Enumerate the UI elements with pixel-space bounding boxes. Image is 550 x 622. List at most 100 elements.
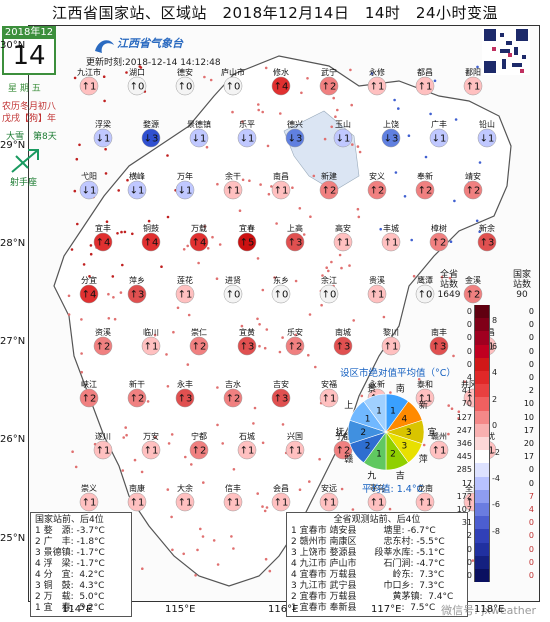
city-name: 大余 bbox=[177, 483, 193, 493]
legend-swatch bbox=[474, 318, 490, 332]
station-dot bbox=[240, 324, 244, 328]
table-row: 4 九江市 庐山市 石门涧: -4.7°C bbox=[291, 559, 445, 569]
date-month: 2018年12月 bbox=[2, 26, 56, 51]
station-dot bbox=[78, 143, 81, 147]
station-dot bbox=[312, 174, 316, 178]
city-marker-circle bbox=[189, 336, 209, 356]
city-value: ↑5 bbox=[240, 238, 255, 249]
city-name: 井冈山 bbox=[461, 379, 485, 389]
pie-slice-value: 2 bbox=[360, 428, 366, 438]
station-dot bbox=[265, 506, 269, 509]
legend-swatch bbox=[474, 437, 490, 451]
city-name: 崇义 bbox=[81, 484, 97, 493]
station-dot bbox=[194, 574, 197, 577]
city-value: ↑3 bbox=[274, 394, 289, 405]
table-row: 3 铜 鼓: 4.3°C bbox=[35, 581, 105, 591]
legend-tick: 0 bbox=[492, 421, 498, 431]
city-marker: ↑1 万安 bbox=[141, 431, 161, 460]
city-marker: ↑3 吉安 bbox=[271, 379, 291, 408]
station-dot bbox=[82, 263, 86, 266]
city-name: 都昌 bbox=[417, 68, 433, 77]
table-row: 4 浮 梁: -1.7°C bbox=[35, 559, 105, 569]
station-dot bbox=[370, 72, 374, 75]
city-value: ↑1 bbox=[96, 446, 111, 457]
city-marker: ↑1 丰城 bbox=[381, 223, 401, 252]
city-value: ↑1 bbox=[384, 238, 399, 249]
city-marker-circle bbox=[141, 440, 161, 460]
station-dot bbox=[334, 115, 337, 118]
city-value: ↑2 bbox=[466, 186, 481, 197]
all-table-rows: 1 宜春市 靖安县 塘里: -6.7°C 2 赣州市 南康区 忠东村: -5.5°… bbox=[291, 526, 463, 614]
legend-count-national: 0 bbox=[528, 518, 534, 528]
zodiac: 射手座 bbox=[10, 178, 38, 188]
pie-slice-label: 南 bbox=[396, 382, 405, 394]
station-dot bbox=[107, 292, 110, 296]
station-dot bbox=[447, 432, 450, 436]
station-dot bbox=[475, 219, 479, 223]
city-value: ↓1 bbox=[192, 134, 207, 145]
station-dot bbox=[257, 103, 260, 106]
city-marker-circle bbox=[127, 284, 147, 304]
city-name: 兴国 bbox=[287, 432, 303, 441]
station-dot bbox=[171, 548, 174, 552]
city-name: 丰城 bbox=[383, 223, 399, 233]
city-marker: ↑1 石城 bbox=[237, 432, 257, 460]
station-dot bbox=[154, 436, 157, 439]
legend-count-national: 0 bbox=[528, 465, 534, 475]
city-name: 万安 bbox=[143, 431, 159, 441]
station-dot bbox=[153, 333, 157, 337]
city-marker-circle bbox=[381, 232, 401, 252]
legend-swatch bbox=[474, 423, 490, 437]
pie-slice-value: 4 bbox=[402, 415, 408, 425]
station-dot bbox=[104, 172, 108, 175]
city-value: ↑4 bbox=[96, 238, 111, 249]
station-dot bbox=[221, 442, 224, 445]
city-marker: ↑1 贵溪 bbox=[367, 275, 387, 304]
city-value: ↑2 bbox=[82, 394, 97, 405]
city-value: ↑2 bbox=[322, 186, 337, 197]
legend-count-national: 0 bbox=[528, 373, 534, 382]
city-marker-circle bbox=[477, 128, 497, 148]
lunar-year: 戊戌【狗】年 bbox=[2, 114, 57, 124]
station-dot bbox=[230, 535, 233, 538]
city-marker: ↑2 峡江 bbox=[79, 379, 99, 408]
city-name: 奉新 bbox=[417, 171, 433, 181]
city-name: 安义 bbox=[369, 171, 385, 181]
station-dot bbox=[126, 178, 129, 182]
legend-count-national: 17 bbox=[523, 425, 534, 435]
city-value: ↑1 bbox=[144, 446, 159, 457]
city-name: 新干 bbox=[129, 379, 145, 389]
city-value: ↑2 bbox=[336, 446, 351, 457]
city-name: 上高 bbox=[287, 223, 303, 233]
pie-slice-value: 3 bbox=[406, 428, 412, 438]
pie-slice-value: 2 bbox=[365, 441, 371, 451]
legend-count-all: 41 bbox=[461, 386, 472, 396]
city-marker: ↓1 铅山 bbox=[477, 119, 497, 148]
city-name: 万载 bbox=[191, 223, 207, 233]
station-dot bbox=[125, 71, 128, 74]
city-name: 鹰潭 bbox=[417, 275, 433, 285]
city-marker: ↑1 遂川 bbox=[93, 431, 113, 460]
city-value: ↑2 bbox=[130, 394, 145, 405]
city-value: ↑0 bbox=[418, 290, 433, 301]
city-marker-circle bbox=[285, 128, 305, 148]
legend-count-all: 285 bbox=[456, 465, 472, 475]
city-marker-circle bbox=[237, 336, 257, 356]
city-marker-circle bbox=[463, 180, 483, 200]
city-marker-circle bbox=[367, 76, 387, 96]
city-value: ↑4 bbox=[192, 238, 207, 249]
city-name: 于都 bbox=[335, 432, 351, 441]
station-dot bbox=[252, 422, 255, 425]
station-dot bbox=[440, 275, 444, 279]
station-dot bbox=[141, 567, 144, 570]
city-marker: ↓3 德兴 bbox=[285, 119, 305, 148]
station-dot bbox=[140, 470, 144, 474]
city-marker-circle bbox=[237, 128, 257, 148]
station-dot bbox=[291, 186, 294, 189]
city-marker-circle bbox=[175, 180, 195, 200]
station-dot bbox=[300, 91, 303, 95]
station-dot bbox=[122, 436, 125, 439]
city-marker: ↑2 新干 bbox=[127, 379, 147, 408]
station-dot bbox=[257, 108, 260, 112]
station-dot bbox=[279, 112, 282, 115]
